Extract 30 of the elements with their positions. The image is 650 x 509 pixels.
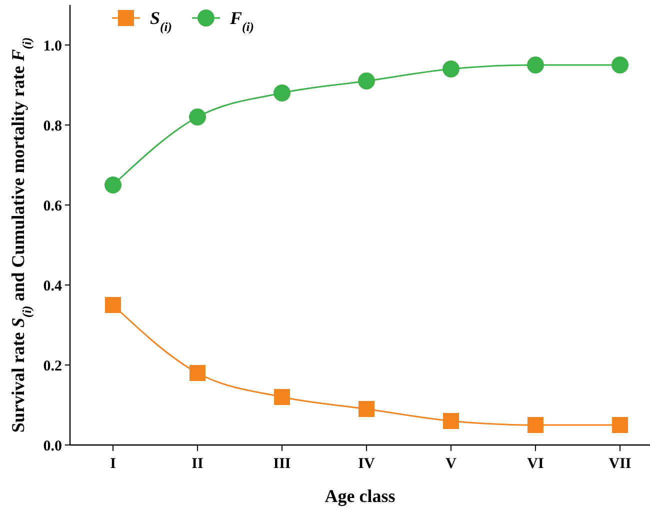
point bbox=[105, 297, 121, 313]
point bbox=[104, 176, 122, 194]
point bbox=[189, 108, 206, 126]
point bbox=[358, 72, 375, 90]
x-tick-label: II bbox=[192, 456, 204, 472]
y-tick-label: 0.4 bbox=[43, 278, 62, 294]
x-tick-label: IV bbox=[358, 456, 375, 472]
point bbox=[443, 413, 459, 429]
y-tick-label: 0.8 bbox=[43, 118, 62, 134]
y-tick-label: 0.0 bbox=[43, 438, 62, 454]
y-tick-label: 1.0 bbox=[43, 38, 62, 54]
y-tick-label: 0.2 bbox=[43, 358, 62, 374]
legend-label: S$_{(i)}$ bbox=[150, 8, 172, 34]
point bbox=[442, 60, 460, 78]
x-tick-label: VI bbox=[527, 456, 544, 472]
x-axis-title: Age class bbox=[324, 486, 396, 506]
point bbox=[612, 417, 628, 433]
point bbox=[528, 417, 544, 433]
x-tick-label: I bbox=[110, 456, 116, 472]
x-tick-label: III bbox=[273, 456, 291, 472]
x-tick-label: VII bbox=[608, 456, 632, 472]
point bbox=[190, 365, 206, 381]
point bbox=[274, 389, 290, 405]
x-tick-label: V bbox=[446, 456, 457, 472]
point bbox=[612, 56, 628, 74]
point bbox=[527, 56, 544, 74]
point bbox=[358, 401, 374, 417]
point bbox=[274, 84, 290, 102]
y-tick-label: 0.6 bbox=[43, 198, 62, 214]
legend-label: F$_{(i)}$ bbox=[229, 8, 254, 34]
